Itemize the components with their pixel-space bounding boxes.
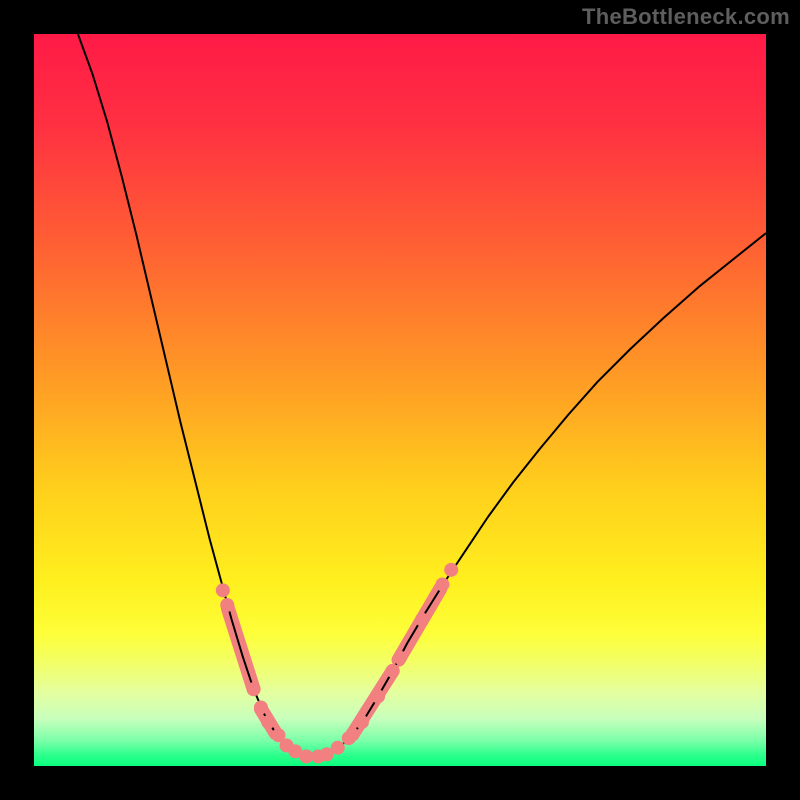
highlight-dot [216, 583, 230, 597]
chart-stage: TheBottleneck.com [0, 0, 800, 800]
highlight-dot [220, 598, 234, 612]
highlight-dot [261, 715, 275, 729]
highlight-dot [331, 741, 345, 755]
highlight-dot [393, 651, 407, 665]
highlight-dot [435, 577, 449, 591]
highlight-dot [345, 728, 359, 742]
watermark-label: TheBottleneck.com [582, 4, 790, 30]
highlight-dot [415, 613, 429, 627]
highlight-dot [444, 563, 458, 577]
highlight-dot [254, 700, 268, 714]
highlight-dot [371, 689, 385, 703]
bottleneck-chart [0, 0, 800, 800]
highlight-dot [386, 664, 400, 678]
highlight-dot [247, 682, 261, 696]
highlight-dot [355, 715, 369, 729]
